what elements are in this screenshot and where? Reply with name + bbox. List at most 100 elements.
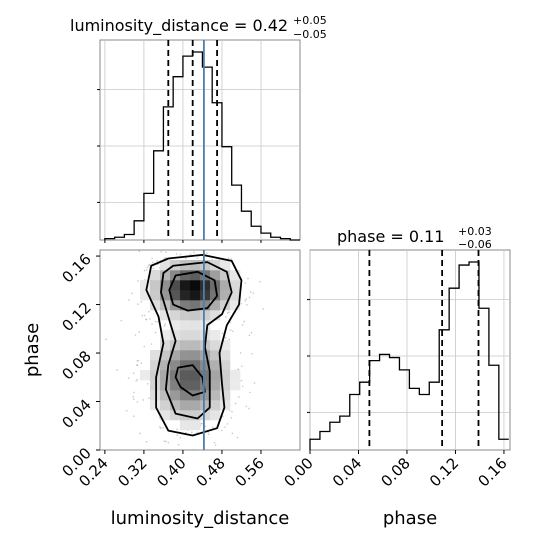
density-point <box>138 250 141 252</box>
hist-phase-bar-13 <box>439 330 449 450</box>
density-cell <box>190 320 201 331</box>
density-point <box>157 320 159 323</box>
density-point <box>120 319 123 322</box>
density-contour-inner-bottom <box>174 364 206 397</box>
hist-luminosity-bar-0 <box>105 239 115 240</box>
density-cell <box>150 400 161 411</box>
density-point <box>262 308 264 310</box>
density-cell <box>190 420 201 431</box>
density-cell <box>220 360 231 371</box>
density-point <box>143 345 146 348</box>
hist-luminosity-panel: luminosity_distance = 0.42 +0.05 −0.05 <box>70 14 327 243</box>
hist-luminosity-title: luminosity_distance = 0.42 <box>70 16 288 36</box>
density-cell <box>190 270 201 281</box>
density-cell <box>200 330 211 341</box>
density-point <box>230 258 233 260</box>
density-point <box>176 428 179 431</box>
density-point <box>140 362 143 365</box>
density-point <box>175 253 178 255</box>
density-point <box>160 250 163 253</box>
density-cell <box>190 350 201 361</box>
density-point <box>131 292 133 295</box>
density-cell <box>180 280 191 291</box>
density-cell <box>160 400 171 411</box>
density-cell <box>140 290 151 301</box>
density-cell <box>160 350 171 361</box>
density-cell <box>190 410 201 421</box>
density-cell <box>230 290 241 301</box>
density-cell <box>170 280 181 291</box>
density-point <box>230 416 233 419</box>
hist-phase-title-plus: +0.03 <box>458 225 492 238</box>
density-cell <box>150 300 161 311</box>
density-point <box>164 323 166 325</box>
hist-luminosity-bar-9 <box>193 52 203 240</box>
density-cell <box>180 370 191 381</box>
density-point <box>152 267 155 270</box>
density-point <box>163 325 166 327</box>
density-cell <box>210 360 221 371</box>
hist-luminosity-bar-1 <box>115 237 125 240</box>
density-cell <box>150 270 161 281</box>
density-cells <box>140 260 241 431</box>
density-point <box>149 318 151 320</box>
density-point <box>179 253 182 256</box>
density-point <box>147 264 150 267</box>
density-cell <box>210 410 221 421</box>
density-ytick-label-1: 0.04 <box>58 396 94 432</box>
density-cell <box>230 370 241 381</box>
density-cell <box>210 310 221 321</box>
density-xtick-label-2: 0.40 <box>153 454 189 490</box>
hist-phase-xtick-label-1: 0.04 <box>329 454 365 490</box>
hist-luminosity-title-minus: −0.05 <box>293 28 327 41</box>
density-cell <box>200 370 211 381</box>
density-cell <box>160 390 171 401</box>
density-cell <box>220 270 231 281</box>
density-point <box>184 257 187 260</box>
density-point <box>143 314 146 317</box>
density-cell <box>160 260 171 271</box>
density-point <box>241 385 244 388</box>
density-point <box>139 432 141 435</box>
density-cell <box>150 370 161 381</box>
density-cell <box>200 260 211 271</box>
hist-phase-bar-15 <box>459 265 469 450</box>
density-contour-outer <box>145 253 243 437</box>
hist-phase-xticks: 0.00 0.04 0.08 0.12 0.16 <box>280 450 511 490</box>
hist-luminosity-bar-8 <box>183 56 193 240</box>
density-point <box>163 440 166 443</box>
density-cell <box>220 380 231 391</box>
density-cell <box>170 370 181 381</box>
density-point <box>150 343 153 345</box>
density-cell <box>190 400 201 411</box>
density-cell <box>230 270 241 281</box>
density-point <box>134 334 137 336</box>
hist-luminosity-bar-2 <box>124 235 134 240</box>
density-yticks: 0.000.040.080.120.16 <box>58 250 100 480</box>
density-point <box>141 314 144 317</box>
density-cell <box>190 380 201 391</box>
density-point <box>182 248 184 250</box>
hist-luminosity-bar-12 <box>222 147 232 240</box>
hist-phase-bar-11 <box>419 395 429 450</box>
density-cell <box>210 330 221 341</box>
density-point <box>148 263 151 266</box>
hist-phase-xtick-label-0: 0.00 <box>280 454 316 490</box>
hist-luminosity-frame <box>99 39 301 241</box>
density-cell <box>180 310 191 321</box>
density-cell <box>200 290 211 301</box>
density-point <box>231 330 234 333</box>
density-point <box>185 245 187 247</box>
density-cell <box>170 390 181 401</box>
density-ytick-label-3: 0.12 <box>58 299 94 335</box>
hist-luminosity-title-main: luminosity_distance = 0.42 <box>70 16 288 36</box>
density-cell <box>230 380 241 391</box>
density-point <box>252 292 255 294</box>
hist-luminosity-bar-17 <box>271 237 281 240</box>
density-point <box>214 444 217 446</box>
density-cell <box>160 380 171 391</box>
density-point <box>213 441 216 444</box>
hist-luminosity-bar-3 <box>134 221 144 240</box>
density-point <box>239 352 242 354</box>
